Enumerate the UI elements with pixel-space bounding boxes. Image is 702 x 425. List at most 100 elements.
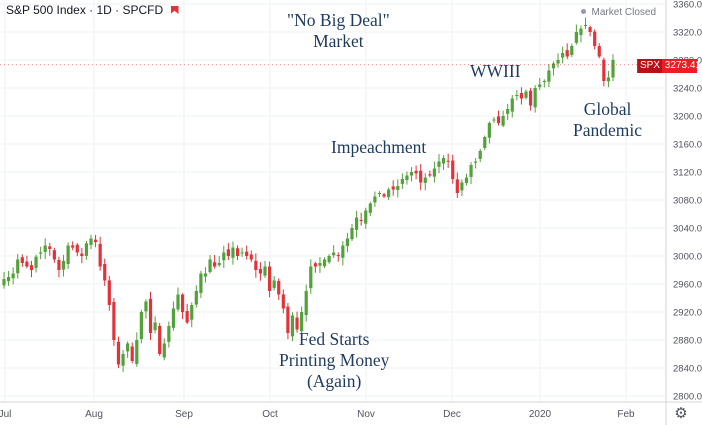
candle-body: [377, 193, 382, 194]
candle-body: [171, 308, 176, 328]
candlestick-series: [2, 17, 615, 373]
candle-body: [542, 81, 546, 82]
candle-body: [272, 280, 276, 288]
candle-body: [382, 194, 386, 197]
candle-body: [203, 273, 208, 277]
last-price-tag: SPX 3273.41: [637, 59, 701, 73]
candle-body: [231, 247, 235, 258]
candle-body: [611, 60, 615, 78]
candle-body: [126, 343, 130, 352]
candle-body: [277, 280, 281, 295]
candle-body: [2, 279, 6, 286]
chart-title: S&P 500 Index · 1D · SPCFD: [6, 3, 164, 17]
candle-body: [483, 137, 487, 149]
candle-body: [89, 238, 93, 245]
candle-body: [148, 298, 153, 333]
candle-body: [39, 252, 43, 254]
x-tick-label: Aug: [85, 409, 103, 420]
candle-body: [368, 203, 372, 213]
annotation-wwiii: WWIII: [470, 61, 521, 82]
candle-body: [98, 243, 102, 267]
annotation-no-big-deal: "No Big Deal" Market: [287, 10, 390, 52]
candle-body: [116, 341, 121, 365]
y-tick-label: 3000.00: [673, 252, 702, 263]
y-tick-label: 2840.00: [673, 364, 702, 375]
candle-body: [528, 90, 533, 106]
candle-body: [478, 151, 482, 159]
y-tick-label: 2920.00: [673, 308, 702, 319]
y-tick-label: 2800.00: [673, 392, 702, 403]
candle-body: [451, 160, 455, 179]
candle-body: [519, 93, 524, 99]
candle-body: [322, 259, 327, 267]
candle-body: [43, 245, 47, 252]
chart-header: S&P 500 Index · 1D · SPCFD: [6, 3, 179, 17]
candle-body: [593, 31, 597, 46]
candle-body: [561, 53, 565, 58]
candle-body: [428, 174, 432, 176]
candle-body: [93, 239, 98, 242]
y-tick-label: 3360.00: [673, 0, 702, 11]
candle-body: [194, 291, 198, 305]
candle-body: [373, 196, 377, 203]
flag-icon[interactable]: [170, 6, 179, 14]
y-tick-label: 3320.00: [673, 28, 702, 39]
candle-body: [474, 161, 478, 163]
y-tick-label: 2960.00: [673, 280, 702, 291]
candle-body: [460, 182, 464, 191]
market-status-label: Market Closed: [591, 7, 656, 18]
candle-body: [538, 84, 542, 88]
candle-body: [208, 259, 212, 273]
candle-body: [130, 346, 134, 361]
candle-body: [153, 322, 157, 331]
candle-body: [464, 177, 469, 183]
candle-body: [437, 161, 441, 167]
candle-body: [263, 266, 267, 276]
y-tick-label: 3120.00: [673, 168, 702, 179]
candle-body: [515, 95, 519, 96]
y-tick-label: 3240.00: [673, 84, 702, 95]
annotation-fed-printing: Fed Starts Printing Money (Again): [279, 329, 389, 392]
candle-body: [158, 325, 162, 354]
candle-body: [121, 354, 125, 366]
candle-body: [574, 32, 578, 43]
candle-body: [400, 179, 404, 184]
candle-body: [387, 189, 391, 198]
candle-body: [409, 172, 414, 176]
candle-body: [432, 168, 437, 177]
candle-body: [441, 158, 446, 164]
candle-body: [455, 179, 459, 193]
annotation-line: Printing Money: [279, 350, 390, 370]
candle-body: [510, 98, 514, 112]
candle-body: [341, 245, 345, 258]
annotation-line: (Again): [306, 371, 362, 391]
x-tick-label: Nov: [357, 409, 375, 420]
candle-body: [391, 186, 395, 190]
annotation-global-pandemic: Global Pandemic: [573, 99, 642, 141]
candle-body: [167, 326, 171, 342]
candle-body: [84, 243, 89, 256]
candle-body: [295, 317, 299, 330]
candle-body: [11, 273, 15, 279]
candle-body: [565, 50, 569, 57]
candle-body: [597, 46, 601, 57]
candle-body: [6, 277, 11, 282]
candle-body: [190, 305, 194, 320]
candle-body: [249, 254, 253, 260]
candle-body: [533, 88, 537, 108]
annotation-line: "No Big Deal": [287, 10, 390, 30]
candle-body: [176, 294, 180, 310]
candle-body: [222, 252, 226, 261]
chart-grid: [0, 0, 666, 402]
candle-body: [332, 252, 336, 256]
candle-body: [57, 260, 61, 270]
annotation-impeachment: Impeachment: [331, 137, 426, 158]
candle-body: [414, 170, 418, 174]
candle-body: [524, 91, 528, 98]
candle-body: [405, 175, 409, 181]
price-tag-symbol: SPX: [638, 59, 663, 73]
y-tick-label: 3200.00: [673, 112, 702, 123]
candle-body: [345, 238, 350, 247]
gear-icon[interactable]: ⚙: [674, 405, 688, 422]
